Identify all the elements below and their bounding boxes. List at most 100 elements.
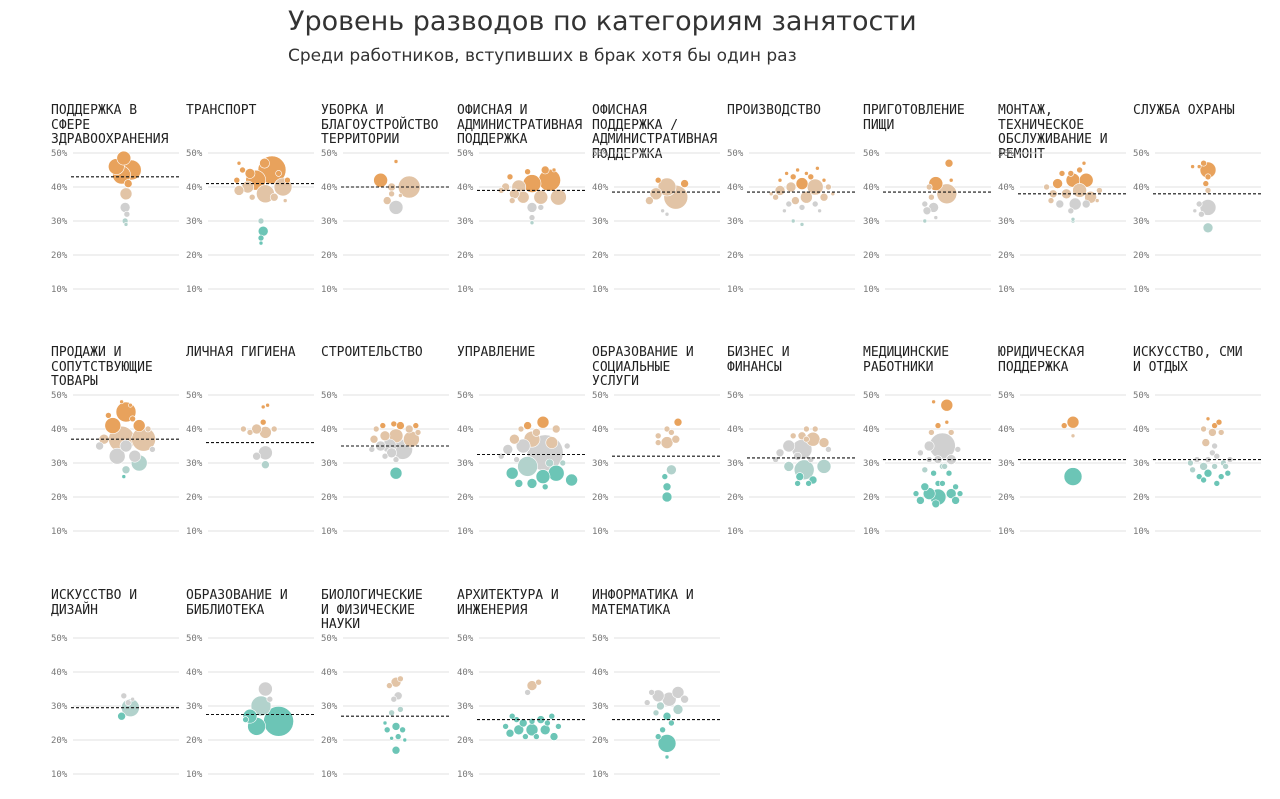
y-tick-label: 20% bbox=[186, 493, 203, 503]
y-tick-label: 20% bbox=[321, 251, 338, 261]
bubble bbox=[251, 423, 262, 435]
bubble bbox=[121, 465, 131, 475]
panel-title: Искусство, СМИ и отдых bbox=[1133, 345, 1243, 375]
panel-plot: 10% 20% 30% 40% 50% bbox=[1133, 391, 1261, 537]
bubble bbox=[526, 680, 538, 691]
bubble bbox=[790, 218, 796, 224]
y-tick-label: 50% bbox=[727, 149, 744, 159]
y-tick-label: 10% bbox=[321, 527, 338, 537]
bubble bbox=[945, 488, 957, 499]
y-tick-label: 30% bbox=[321, 459, 338, 469]
y-tick-label: 10% bbox=[1133, 527, 1150, 537]
y-tick-label: 10% bbox=[186, 285, 203, 295]
bubble bbox=[533, 189, 549, 205]
bubble bbox=[936, 183, 958, 205]
bubble bbox=[660, 208, 665, 214]
bubble bbox=[390, 695, 398, 703]
y-tick-label: 40% bbox=[51, 183, 68, 193]
bubble bbox=[1217, 429, 1225, 436]
y-tick-label: 10% bbox=[727, 527, 744, 537]
bubble bbox=[784, 171, 789, 176]
bubble bbox=[388, 709, 395, 717]
bubble bbox=[668, 719, 675, 727]
bubble bbox=[524, 168, 531, 176]
y-tick-label: 10% bbox=[998, 285, 1015, 295]
bubble bbox=[1211, 422, 1218, 429]
bubble bbox=[782, 208, 787, 214]
bubble bbox=[1199, 462, 1208, 471]
bubble bbox=[389, 466, 403, 480]
bubble bbox=[774, 185, 786, 196]
bubble bbox=[795, 177, 809, 190]
bubble bbox=[265, 402, 270, 408]
bubble bbox=[1203, 468, 1213, 478]
panel-title: Приготовление пищи bbox=[863, 103, 965, 133]
y-tick-label: 30% bbox=[592, 217, 609, 227]
y-tick-label: 20% bbox=[592, 251, 609, 261]
panel-plot: 10% 20% 30% 40% 50% bbox=[727, 391, 855, 537]
bubble bbox=[956, 490, 964, 497]
bubble bbox=[258, 681, 273, 697]
y-tick-label: 40% bbox=[592, 425, 609, 435]
panel-plot: 10% 20% 30% 40% 50% bbox=[321, 634, 449, 780]
panel-plot: 10% 20% 30% 40% 50% bbox=[321, 149, 449, 295]
bubble bbox=[545, 436, 559, 449]
bubble bbox=[783, 461, 795, 472]
y-tick-label: 50% bbox=[592, 149, 609, 159]
bubble bbox=[1200, 159, 1207, 167]
bubble bbox=[643, 699, 651, 706]
bubble bbox=[383, 726, 391, 734]
y-tick-label: 40% bbox=[186, 668, 203, 678]
bubble bbox=[933, 215, 939, 220]
bubble bbox=[645, 196, 654, 205]
bubble bbox=[1070, 217, 1076, 222]
y-tick-label: 10% bbox=[457, 527, 474, 537]
bubble bbox=[398, 193, 403, 198]
bubble bbox=[798, 204, 806, 211]
y-tick-label: 30% bbox=[1133, 217, 1150, 227]
bubble bbox=[923, 440, 935, 452]
y-tick-label: 10% bbox=[998, 527, 1015, 537]
bubble bbox=[940, 398, 954, 412]
bubble bbox=[1208, 428, 1217, 437]
y-tick-label: 50% bbox=[998, 149, 1015, 159]
bubble bbox=[1061, 188, 1072, 200]
bubble bbox=[793, 451, 802, 461]
bubble bbox=[1213, 452, 1221, 460]
bubble bbox=[807, 173, 815, 181]
bubble bbox=[931, 399, 936, 405]
y-tick-label: 50% bbox=[321, 391, 338, 401]
y-tick-label: 50% bbox=[592, 391, 609, 401]
bubble bbox=[412, 422, 420, 429]
bubble bbox=[528, 214, 536, 221]
panel-title: Управление bbox=[457, 345, 536, 360]
bubble bbox=[1081, 199, 1091, 209]
bubble bbox=[390, 420, 398, 428]
bubble bbox=[123, 222, 129, 227]
bubble bbox=[921, 466, 929, 474]
bubble bbox=[931, 499, 941, 509]
y-tick-label: 50% bbox=[186, 149, 203, 159]
bubble bbox=[1205, 416, 1211, 422]
bubble bbox=[260, 404, 266, 410]
y-tick-label: 20% bbox=[998, 493, 1015, 503]
y-tick-label: 40% bbox=[727, 183, 744, 193]
bubble bbox=[917, 449, 924, 457]
bubble bbox=[389, 736, 394, 741]
bubble bbox=[817, 208, 822, 214]
y-tick-label: 20% bbox=[863, 251, 880, 261]
bubble bbox=[123, 210, 131, 218]
bubble bbox=[539, 724, 551, 736]
bubble bbox=[382, 720, 388, 726]
panel-title: Транспорт bbox=[186, 103, 257, 118]
bubble bbox=[537, 204, 545, 211]
bubble bbox=[258, 240, 264, 246]
bubble bbox=[388, 190, 395, 198]
bubble bbox=[934, 422, 942, 429]
panel-title: Личная гигиена bbox=[186, 345, 296, 360]
y-tick-label: 40% bbox=[51, 668, 68, 678]
y-tick-label: 10% bbox=[321, 285, 338, 295]
panel-title: Производство bbox=[727, 103, 821, 118]
panel-title: Архитектура и инженерия bbox=[457, 588, 559, 618]
bubble bbox=[1060, 422, 1068, 429]
